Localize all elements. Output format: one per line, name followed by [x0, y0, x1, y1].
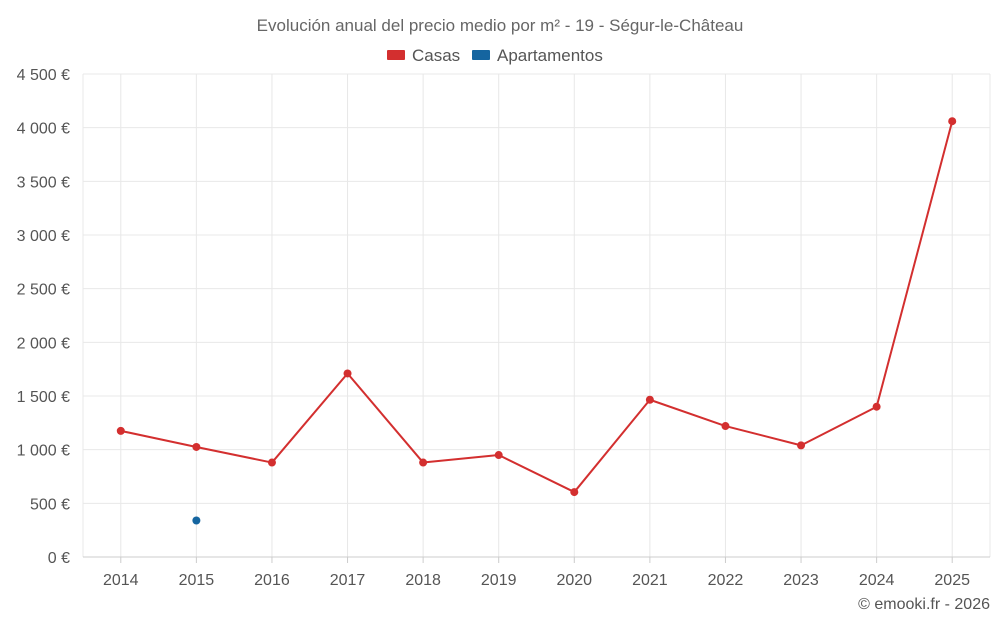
data-point-casas[interactable]	[192, 442, 201, 451]
x-tick-label: 2023	[783, 572, 819, 589]
chart-title: Evolución anual del precio medio por m² …	[257, 16, 744, 35]
series-line-casas	[120, 120, 954, 494]
data-point-casas[interactable]	[343, 369, 352, 378]
x-tick-label: 2021	[632, 572, 668, 589]
y-tick-label: 1 500 €	[17, 389, 70, 406]
x-tick-label: 2019	[481, 572, 517, 589]
data-point-casas[interactable]	[419, 458, 428, 467]
y-tick-label: 4 000 €	[17, 121, 70, 138]
x-tick-label: 2024	[859, 572, 895, 589]
y-axis: 0 € 500 € 1 000 € 1 500 € 2 000 € 2 500 € 3 00…	[17, 67, 70, 567]
x-tick-label: 2025	[934, 572, 970, 589]
data-point-casas[interactable]	[645, 395, 654, 404]
legend-item-apartamentos[interactable]: Apartamentos	[472, 46, 603, 65]
data-point-apartamentos[interactable]	[192, 516, 201, 525]
y-tick-label: 2 000 €	[17, 335, 70, 352]
x-tick-label: 2022	[708, 572, 744, 589]
series	[116, 117, 957, 525]
x-tick-label: 2014	[103, 572, 139, 589]
y-tick-label: 3 500 €	[17, 174, 70, 191]
x-tick-label: 2018	[405, 572, 441, 589]
data-point-casas[interactable]	[494, 451, 503, 460]
legend-item-casas[interactable]: Casas	[387, 46, 460, 65]
y-tick-label: 2 500 €	[17, 282, 70, 299]
legend-swatch-casas	[387, 50, 405, 60]
y-tick-label: 3 000 €	[17, 228, 70, 245]
data-point-casas[interactable]	[797, 441, 806, 450]
x-tick-label: 2015	[179, 572, 215, 589]
grid	[82, 73, 991, 557]
data-point-casas[interactable]	[872, 402, 881, 411]
y-tick-label: 1 000 €	[17, 443, 70, 460]
data-point-casas[interactable]	[721, 422, 730, 431]
x-axis: 2014 2015 2016 2017 2018 2019 2020 2021 2022 2023…	[83, 556, 990, 589]
legend: Casas Apartamentos	[387, 46, 603, 65]
data-point-casas[interactable]	[948, 117, 957, 126]
data-point-casas[interactable]	[116, 426, 125, 435]
y-tick-label: 500 €	[30, 496, 70, 513]
x-tick-label: 2016	[254, 572, 290, 589]
legend-label-apartamentos: Apartamentos	[497, 46, 603, 65]
x-tick-label: 2020	[556, 572, 592, 589]
legend-swatch-apartamentos	[472, 50, 490, 60]
y-tick-label: 0 €	[48, 550, 70, 567]
credit-text: © emooki.fr - 2026	[858, 596, 990, 613]
legend-label-casas: Casas	[412, 46, 460, 65]
data-point-casas[interactable]	[267, 458, 276, 467]
data-point-casas[interactable]	[570, 488, 579, 497]
x-tick-label: 2017	[330, 572, 366, 589]
y-tick-label: 4 500 €	[17, 67, 70, 84]
